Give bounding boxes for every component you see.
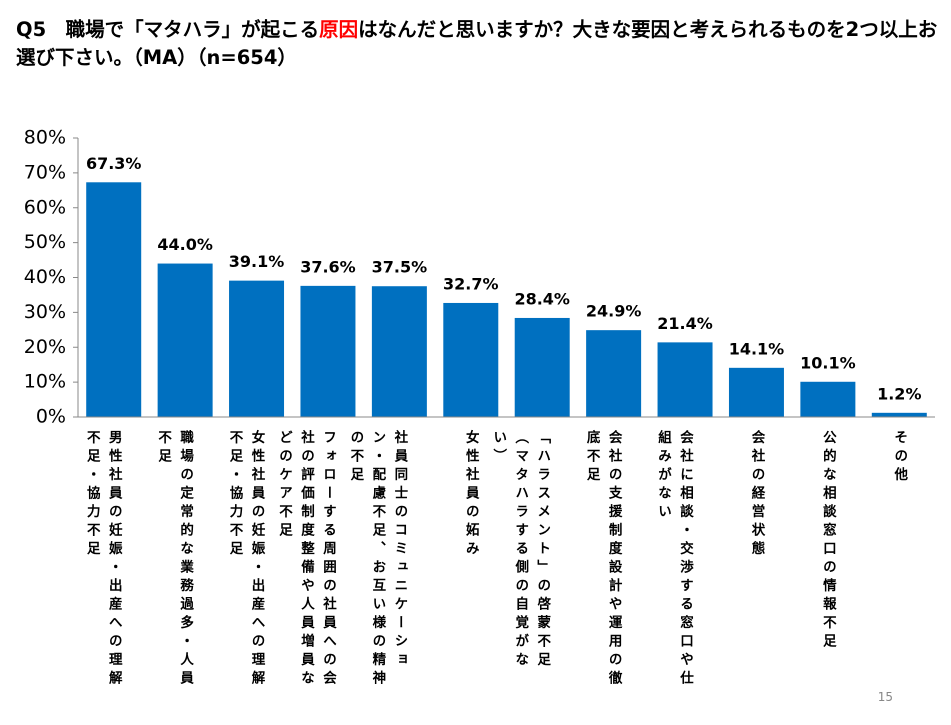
bar [800,381,856,417]
y-tick-label: 60% [24,196,66,218]
data-label: 37.6% [300,257,356,276]
bar [728,367,784,417]
data-label: 21.4% [657,314,713,333]
x-tick-label: 会社の支援制度設計や運用の徹底不足 [583,430,622,689]
data-label: 39.1% [229,252,285,271]
bar [657,342,713,417]
y-tick-label: 10% [24,371,66,393]
y-tick-label: 80% [24,127,66,149]
y-tick-label: 40% [24,266,66,288]
data-label: 67.3% [86,154,142,173]
x-tick-label: 女性社員の妊娠・出産への理解不足・協力不足 [226,430,265,689]
y-tick-label: 70% [24,161,66,183]
data-label: 14.1% [729,339,785,358]
bar [157,263,213,417]
data-label: 28.4% [514,289,570,308]
title-segment: 原因 [319,18,359,41]
bar [229,280,285,417]
chart-title: Q5 職場で「マタハラ」が起こる原因はなんだと思いますか？大きな要因と考えられる… [16,16,941,72]
data-label: 1.2% [877,384,921,403]
x-tick-label: 職場の定常的な業務過多・人員不足 [155,430,194,689]
bar [871,412,927,417]
data-label: 10.1% [800,353,856,372]
data-label: 24.9% [586,302,642,321]
bar [514,317,570,417]
title-segment: はなんだと思いますか？大きな要因と考えられるものを2つ以上お選び下さい。（MA）… [16,18,938,69]
bar [86,182,142,417]
data-label: 32.7% [443,274,499,293]
title-segment: Q5 職場で「マタハラ」が起こる [16,18,320,41]
page-number: 15 [877,690,893,704]
x-tick-label: 「ハラスメント」の啓蒙不足 （マタハラする側の自覚がない） [490,430,551,689]
x-tick-label: 会社に相談・交渉する窓口や仕組みがない [655,430,694,689]
x-tick-label: 会社の経営状態 [748,430,765,560]
x-tick-label: 女性社員の妬み [462,430,479,560]
bar [300,285,356,417]
bar [586,330,642,417]
x-tick-label: 社員同士のコミュニケーション・配慮不足、お互い様の精神の不足 [347,430,408,689]
bar [443,302,499,417]
y-tick-label: 20% [24,336,66,358]
data-label: 37.5% [372,258,428,277]
y-tick-label: 0% [36,406,66,428]
bar [371,286,427,417]
y-tick-label: 50% [24,231,66,253]
x-tick-label: フォローする周囲の社員への会社の評価制度整備や人員増員などのケア不足 [275,430,336,689]
data-label: 44.0% [157,235,213,254]
y-tick-label: 30% [24,301,66,323]
x-tick-label: 公的な相談窓口の情報不足 [819,430,836,652]
x-tick-label: その他 [891,430,908,486]
x-tick-label: 男性社員の妊娠・出産への理解不足・協力不足 [83,430,122,689]
